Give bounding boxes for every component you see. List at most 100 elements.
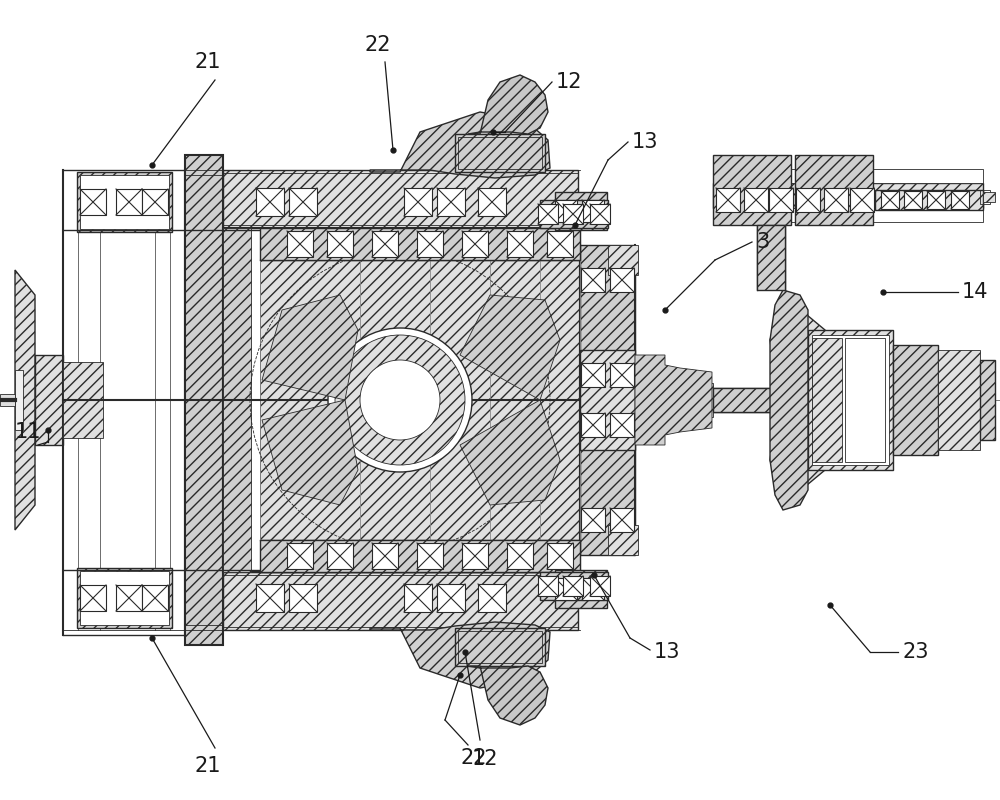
Bar: [458, 631, 542, 663]
Bar: [581, 363, 605, 387]
Text: 12: 12: [556, 72, 582, 92]
Bar: [610, 413, 634, 437]
Bar: [685, 383, 713, 417]
Bar: [893, 345, 938, 455]
Bar: [260, 540, 580, 572]
Bar: [538, 204, 558, 224]
Bar: [563, 576, 583, 596]
Bar: [845, 338, 885, 462]
Bar: [327, 231, 353, 257]
Bar: [223, 572, 578, 630]
Polygon shape: [262, 400, 358, 505]
Bar: [540, 572, 608, 600]
Text: 12: 12: [472, 749, 498, 769]
Bar: [223, 228, 251, 572]
Bar: [555, 200, 577, 222]
Bar: [478, 584, 506, 612]
Bar: [713, 169, 983, 183]
Bar: [665, 378, 685, 422]
Polygon shape: [635, 355, 712, 445]
Bar: [287, 231, 313, 257]
Bar: [289, 188, 317, 216]
Bar: [260, 228, 580, 260]
Bar: [824, 188, 848, 212]
Bar: [581, 413, 605, 437]
Bar: [458, 137, 542, 169]
Bar: [437, 584, 465, 612]
Polygon shape: [262, 295, 358, 400]
Bar: [116, 189, 142, 215]
Bar: [256, 584, 284, 612]
Bar: [713, 388, 781, 412]
Bar: [808, 330, 893, 470]
Text: 23: 23: [902, 642, 928, 662]
Bar: [580, 350, 635, 450]
Bar: [540, 200, 608, 228]
Bar: [15, 370, 23, 430]
Bar: [404, 584, 432, 612]
Bar: [223, 228, 580, 572]
Bar: [980, 360, 995, 440]
Circle shape: [335, 335, 465, 465]
Bar: [938, 350, 980, 450]
Bar: [80, 585, 106, 611]
Bar: [581, 268, 605, 292]
Bar: [63, 362, 103, 438]
Bar: [744, 188, 768, 212]
Bar: [142, 585, 168, 611]
Bar: [610, 508, 634, 532]
Text: 13: 13: [632, 132, 658, 152]
Text: 13: 13: [654, 642, 680, 662]
Bar: [547, 543, 573, 569]
Polygon shape: [460, 400, 560, 505]
Bar: [478, 188, 506, 216]
Bar: [635, 370, 665, 430]
Polygon shape: [15, 270, 35, 530]
Bar: [289, 584, 317, 612]
Bar: [713, 388, 781, 412]
Polygon shape: [370, 622, 550, 688]
Bar: [796, 188, 820, 212]
Bar: [77, 172, 172, 232]
Bar: [608, 245, 638, 275]
Bar: [610, 363, 634, 387]
Bar: [582, 578, 604, 600]
Bar: [80, 189, 106, 215]
Bar: [462, 231, 488, 257]
Bar: [372, 543, 398, 569]
Bar: [555, 578, 577, 600]
Bar: [547, 231, 573, 257]
Polygon shape: [770, 295, 838, 505]
Bar: [590, 204, 610, 224]
Bar: [716, 188, 740, 212]
Bar: [0, 394, 15, 406]
Bar: [980, 190, 990, 204]
Bar: [417, 543, 443, 569]
Bar: [769, 188, 793, 212]
Bar: [983, 192, 995, 202]
Bar: [927, 191, 945, 209]
Bar: [610, 268, 634, 292]
Bar: [951, 191, 969, 209]
Bar: [795, 155, 873, 225]
Bar: [223, 173, 578, 225]
Bar: [462, 543, 488, 569]
Bar: [327, 543, 353, 569]
Bar: [437, 188, 465, 216]
Circle shape: [328, 328, 472, 472]
Bar: [581, 508, 605, 532]
Bar: [881, 191, 899, 209]
Polygon shape: [460, 295, 560, 400]
Bar: [80, 571, 169, 625]
Bar: [185, 155, 223, 645]
Bar: [713, 155, 791, 225]
Bar: [538, 576, 558, 596]
Polygon shape: [468, 75, 548, 134]
Bar: [80, 175, 169, 229]
Bar: [850, 188, 874, 212]
Bar: [507, 543, 533, 569]
Text: 22: 22: [365, 35, 391, 55]
Polygon shape: [370, 112, 550, 178]
Text: 21: 21: [195, 756, 221, 776]
Circle shape: [360, 360, 440, 440]
